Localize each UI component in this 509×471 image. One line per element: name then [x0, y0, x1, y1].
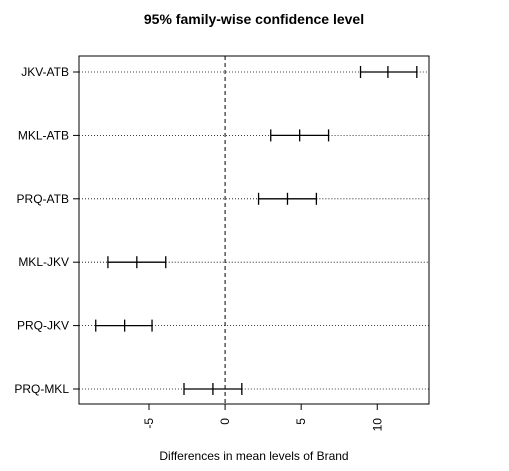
y-tick-label: PRQ-JKV	[17, 319, 69, 333]
interval-marks	[79, 56, 429, 404]
y-axis: JKV-ATB MKL-ATB PRQ-ATB MKL-JKV PRQ-JKV PRQ-M…	[14, 65, 79, 396]
y-tick-label: MKL-ATB	[18, 128, 69, 142]
x-axis: -5 0 5 10	[142, 404, 384, 431]
x-tick-label: 10	[370, 418, 384, 432]
plot-area	[78, 55, 430, 405]
x-tick-label: 0	[218, 418, 232, 425]
x-axis-label: Differences in mean levels of Brand	[159, 449, 348, 463]
chart-title: 95% family-wise confidence level	[144, 11, 364, 27]
y-tick-label: PRQ-ATB	[17, 192, 69, 206]
y-tick-label: PRQ-MKL	[14, 382, 69, 396]
x-tick-label: 5	[294, 418, 308, 425]
y-tick-label: MKL-JKV	[18, 255, 69, 269]
x-tick-label: -5	[142, 418, 156, 429]
plot-frame	[78, 55, 430, 405]
y-tick-label: JKV-ATB	[21, 65, 69, 79]
